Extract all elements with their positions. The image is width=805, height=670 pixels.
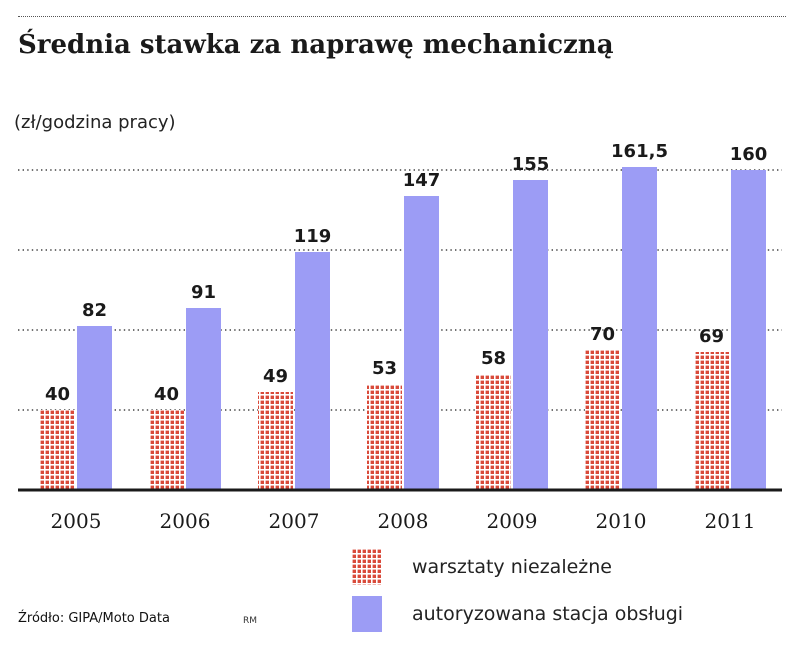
value-label-independent-2011: 69 bbox=[699, 326, 724, 347]
legend-swatch-independent bbox=[352, 549, 382, 585]
x-tick-2008: 2008 bbox=[378, 509, 429, 533]
value-label-authorized-2007: 119 bbox=[294, 226, 332, 247]
x-tick-2006: 2006 bbox=[160, 509, 211, 533]
bar-authorized-2007 bbox=[295, 252, 330, 490]
value-label-independent-2007: 49 bbox=[263, 366, 288, 387]
value-label-authorized-2005: 82 bbox=[82, 300, 107, 321]
legend-item-authorized: autoryzowana stacja obsługi bbox=[352, 596, 683, 632]
chart-title: Średnia stawka za naprawę mechaniczną bbox=[18, 30, 614, 60]
bar-independent-2008 bbox=[367, 384, 402, 490]
value-label-authorized-2008: 147 bbox=[403, 170, 441, 191]
x-tick-2011: 2011 bbox=[705, 509, 756, 533]
legend-label-independent: warsztaty niezależne bbox=[412, 556, 612, 578]
value-label-independent-2005: 40 bbox=[45, 384, 70, 405]
value-label-authorized-2010: 161,5 bbox=[611, 141, 668, 162]
x-tick-2010: 2010 bbox=[596, 509, 647, 533]
gridlines bbox=[18, 169, 782, 411]
bar-authorized-2010 bbox=[622, 167, 657, 490]
value-labels: 40 82 40 91 49 119 53 147 58 155 70 161,5 69 160 bbox=[45, 141, 767, 405]
bar-independent-2011 bbox=[694, 352, 729, 490]
author-initials: RM bbox=[243, 616, 258, 626]
bar-authorized-2005 bbox=[77, 326, 112, 490]
legend-swatch-authorized bbox=[352, 596, 382, 632]
value-label-authorized-2006: 91 bbox=[191, 282, 216, 303]
bar-authorized-2009 bbox=[513, 180, 548, 490]
legend-item-independent: warsztaty niezależne bbox=[352, 549, 612, 585]
bar-independent-2009 bbox=[476, 374, 511, 490]
value-label-independent-2010: 70 bbox=[590, 324, 615, 345]
top-rule bbox=[18, 16, 786, 17]
y-axis-unit: (zł/godzina pracy) bbox=[14, 112, 176, 133]
bar-independent-2010 bbox=[585, 350, 620, 490]
bars bbox=[40, 167, 766, 490]
bar-chart: 40 82 40 91 49 119 53 147 58 155 70 161,5 69 160 2005… bbox=[18, 141, 782, 533]
value-label-independent-2008: 53 bbox=[372, 358, 397, 379]
source-note: Źródło: GIPA/Moto Data bbox=[18, 611, 170, 626]
bar-authorized-2006 bbox=[186, 308, 221, 490]
bar-independent-2005 bbox=[40, 410, 75, 490]
bar-authorized-2008 bbox=[404, 196, 439, 490]
bar-independent-2006 bbox=[149, 410, 184, 490]
legend-label-authorized: autoryzowana stacja obsługi bbox=[412, 603, 684, 625]
x-tick-2009: 2009 bbox=[487, 509, 538, 533]
x-tick-labels: 2005 2006 2007 2008 2009 2010 2011 bbox=[51, 509, 756, 533]
x-tick-2005: 2005 bbox=[51, 509, 102, 533]
x-tick-2007: 2007 bbox=[269, 509, 320, 533]
value-label-authorized-2009: 155 bbox=[512, 154, 550, 175]
value-label-independent-2006: 40 bbox=[154, 384, 179, 405]
bar-authorized-2011 bbox=[731, 170, 766, 490]
value-label-authorized-2011: 160 bbox=[730, 144, 768, 165]
bar-independent-2007 bbox=[258, 392, 293, 490]
value-label-independent-2009: 58 bbox=[481, 348, 506, 369]
